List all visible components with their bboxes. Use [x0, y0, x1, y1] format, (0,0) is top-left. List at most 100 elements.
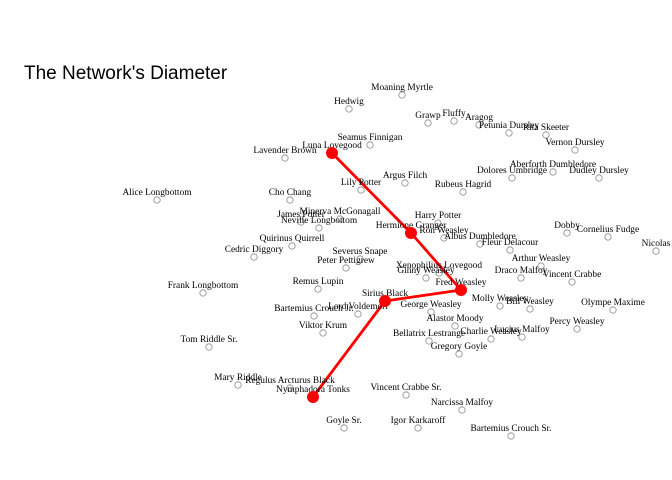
node-arthur-weasley	[537, 262, 545, 270]
node-label-dolores-umbridge: Dolores Umbridge	[477, 166, 547, 176]
node-label-petunia-dursley: Petunia Dursley	[479, 121, 539, 131]
node-label-dobby: Dobby	[554, 221, 580, 231]
node-dudley-dursley	[595, 174, 603, 182]
node-label-gregory-goyle: Gregory Goyle	[431, 342, 488, 352]
node-label-seamus-finnigan: Seamus Finnigan	[338, 133, 403, 143]
node-aragog	[475, 121, 483, 129]
node-label-minerva-mcgonagall: Minerva McGonagall	[300, 207, 381, 217]
node-label-draco-malfoy: Draco Malfoy	[495, 265, 548, 276]
node-viktor-krum	[319, 329, 327, 337]
node-label-bill-weasley: Bill Weasley	[506, 297, 554, 307]
node-label-aragog: Aragog	[465, 113, 493, 123]
node-label-peter-pettigrew: Peter Pettigrew	[317, 256, 375, 266]
node-label-arthur-weasley: Arthur Weasley	[512, 254, 571, 264]
diameter-highlight-nodes	[307, 147, 467, 403]
node-label-rubeus-hagrid: Rubeus Hagrid	[435, 180, 492, 190]
node-label-percy-weasley: Percy Weasley	[549, 317, 604, 327]
node-label-narcissa-malfoy: Narcissa Malfoy	[431, 397, 494, 408]
node-label-albus-dumbledore: Albus Dumbledore	[444, 232, 516, 242]
node-label-cedric-diggory: Cedric Diggory	[225, 245, 284, 255]
node-vincent-crabbe-sr	[402, 391, 410, 399]
node-label-charlie-weasley: Charlie Weasley	[460, 327, 522, 337]
node-frank-longbottom	[199, 289, 207, 297]
node-label-vernon-dursley: Vernon Dursley	[545, 138, 604, 148]
node-grawp	[424, 119, 432, 127]
node-label-alastor-moody: Alastor Moody	[426, 314, 483, 324]
network-nodes	[153, 91, 660, 440]
node-label-cornelius-fudge: Cornelius Fudge	[577, 225, 639, 235]
node-narcissa-malfoy	[458, 406, 466, 414]
node-dolores-umbridge	[508, 174, 516, 182]
node-nicolas	[652, 247, 660, 255]
node-label-ron-weasley: Ron Weasley	[419, 226, 469, 236]
node-rubeus-hagrid	[459, 188, 467, 196]
node-james-potter	[297, 218, 305, 226]
node-rita-skeeter	[542, 131, 550, 139]
node-albus-dumbledore	[476, 240, 484, 248]
node-severus-snape	[356, 255, 364, 263]
node-cho-chang	[286, 196, 294, 204]
node-label-grawp: Grawp	[415, 111, 441, 121]
node-label-regulus-arcturus-black: Regulus Arcturus Black	[245, 376, 335, 386]
node-vincent-crabbe	[568, 278, 576, 286]
node-alice-longbottom	[153, 196, 161, 204]
node-label-luna-lovegood: Luna Lovegood	[302, 141, 362, 151]
node-alastor-moody	[451, 322, 459, 330]
node-label-ginny-weasley: Ginny Weasley	[397, 266, 454, 276]
diameter-node-sirius-black	[379, 295, 391, 307]
node-cedric-diggory	[250, 253, 258, 261]
node-gregory-goyle	[455, 350, 463, 358]
node-percy-weasley	[573, 325, 581, 333]
diameter-node-hermione-granger	[405, 227, 417, 239]
node-igor-karkaroff	[414, 424, 422, 432]
diameter-edge-sirius-black-nymphadora-tonks	[311, 299, 387, 399]
node-label-cho-chang: Cho Chang	[269, 188, 312, 198]
node-harry-potter	[434, 219, 442, 227]
diameter-edge-fred-weasley-sirius-black	[383, 288, 463, 303]
node-bartemius-crouch-jr	[310, 312, 318, 320]
node-petunia-dursley	[505, 129, 513, 137]
node-seamus-finnigan	[366, 141, 374, 149]
node-olympe-maxime	[609, 306, 617, 314]
node-label-nicolas: Nicolas	[642, 239, 671, 249]
node-label-olympe-maxime: Olympe Maxime	[581, 298, 645, 308]
node-label-remus-lupin: Remus Lupin	[293, 277, 344, 287]
node-label-lucius-malfoy: Lucius Malfoy	[494, 324, 550, 335]
node-label-severus-snape: Severus Snape	[333, 247, 388, 257]
node-label-vincent-crabbe-sr: Vincent Crabbe Sr.	[370, 383, 441, 393]
node-label-george-weasley: George Weasley	[400, 300, 461, 310]
node-aberforth-dumbledore	[549, 168, 557, 176]
node-moaning-myrtle	[398, 91, 406, 99]
node-lavender-brown	[281, 154, 289, 162]
node-label-bellatrix-lestrange: Bellatrix Lestrange	[393, 329, 465, 339]
node-label-sirius-black: Sirius Black	[362, 289, 408, 299]
node-argus-filch	[401, 179, 409, 187]
node-bartemius-crouch-sr	[507, 432, 515, 440]
node-xenophilius-lovegood	[435, 269, 443, 277]
node-label-quirinus-quirrell: Quirinus Quirrell	[260, 234, 325, 244]
diameter-node-nymphadora-tonks	[307, 391, 319, 403]
node-label-lavender-brown: Lavender Brown	[253, 146, 317, 156]
node-minerva-mcgonagall	[336, 215, 344, 223]
node-regulus-arcturus-black	[286, 384, 294, 392]
node-label-dudley-dursley: Dudley Dursley	[569, 166, 629, 176]
node-label-fluffy: Fluffy	[442, 108, 466, 119]
node-hedwig	[345, 105, 353, 113]
node-label-igor-karkaroff: Igor Karkaroff	[391, 415, 447, 426]
node-label-bartemius-crouch-jr: Bartemius Crouch Jr.	[274, 304, 353, 314]
node-ginny-weasley	[422, 274, 430, 282]
node-cornelius-fudge	[604, 233, 612, 241]
node-mary-riddle	[234, 381, 242, 389]
node-label-lily-potter: Lily Potter	[341, 178, 382, 188]
node-charlie-weasley	[487, 335, 495, 343]
node-label-hedwig: Hedwig	[334, 97, 364, 107]
node-label-lord-voldemort: Lord Voldemort	[328, 302, 388, 312]
node-label-aberforth-dumbledore: Aberforth Dumbledore	[510, 159, 596, 170]
node-lord-voldemort	[354, 310, 362, 318]
node-neville-longbottom	[315, 224, 323, 232]
node-goyle-sr	[340, 424, 348, 432]
node-label-moaning-myrtle: Moaning Myrtle	[371, 83, 433, 93]
node-peter-pettigrew	[342, 264, 350, 272]
node-molly-weasley	[496, 302, 504, 310]
